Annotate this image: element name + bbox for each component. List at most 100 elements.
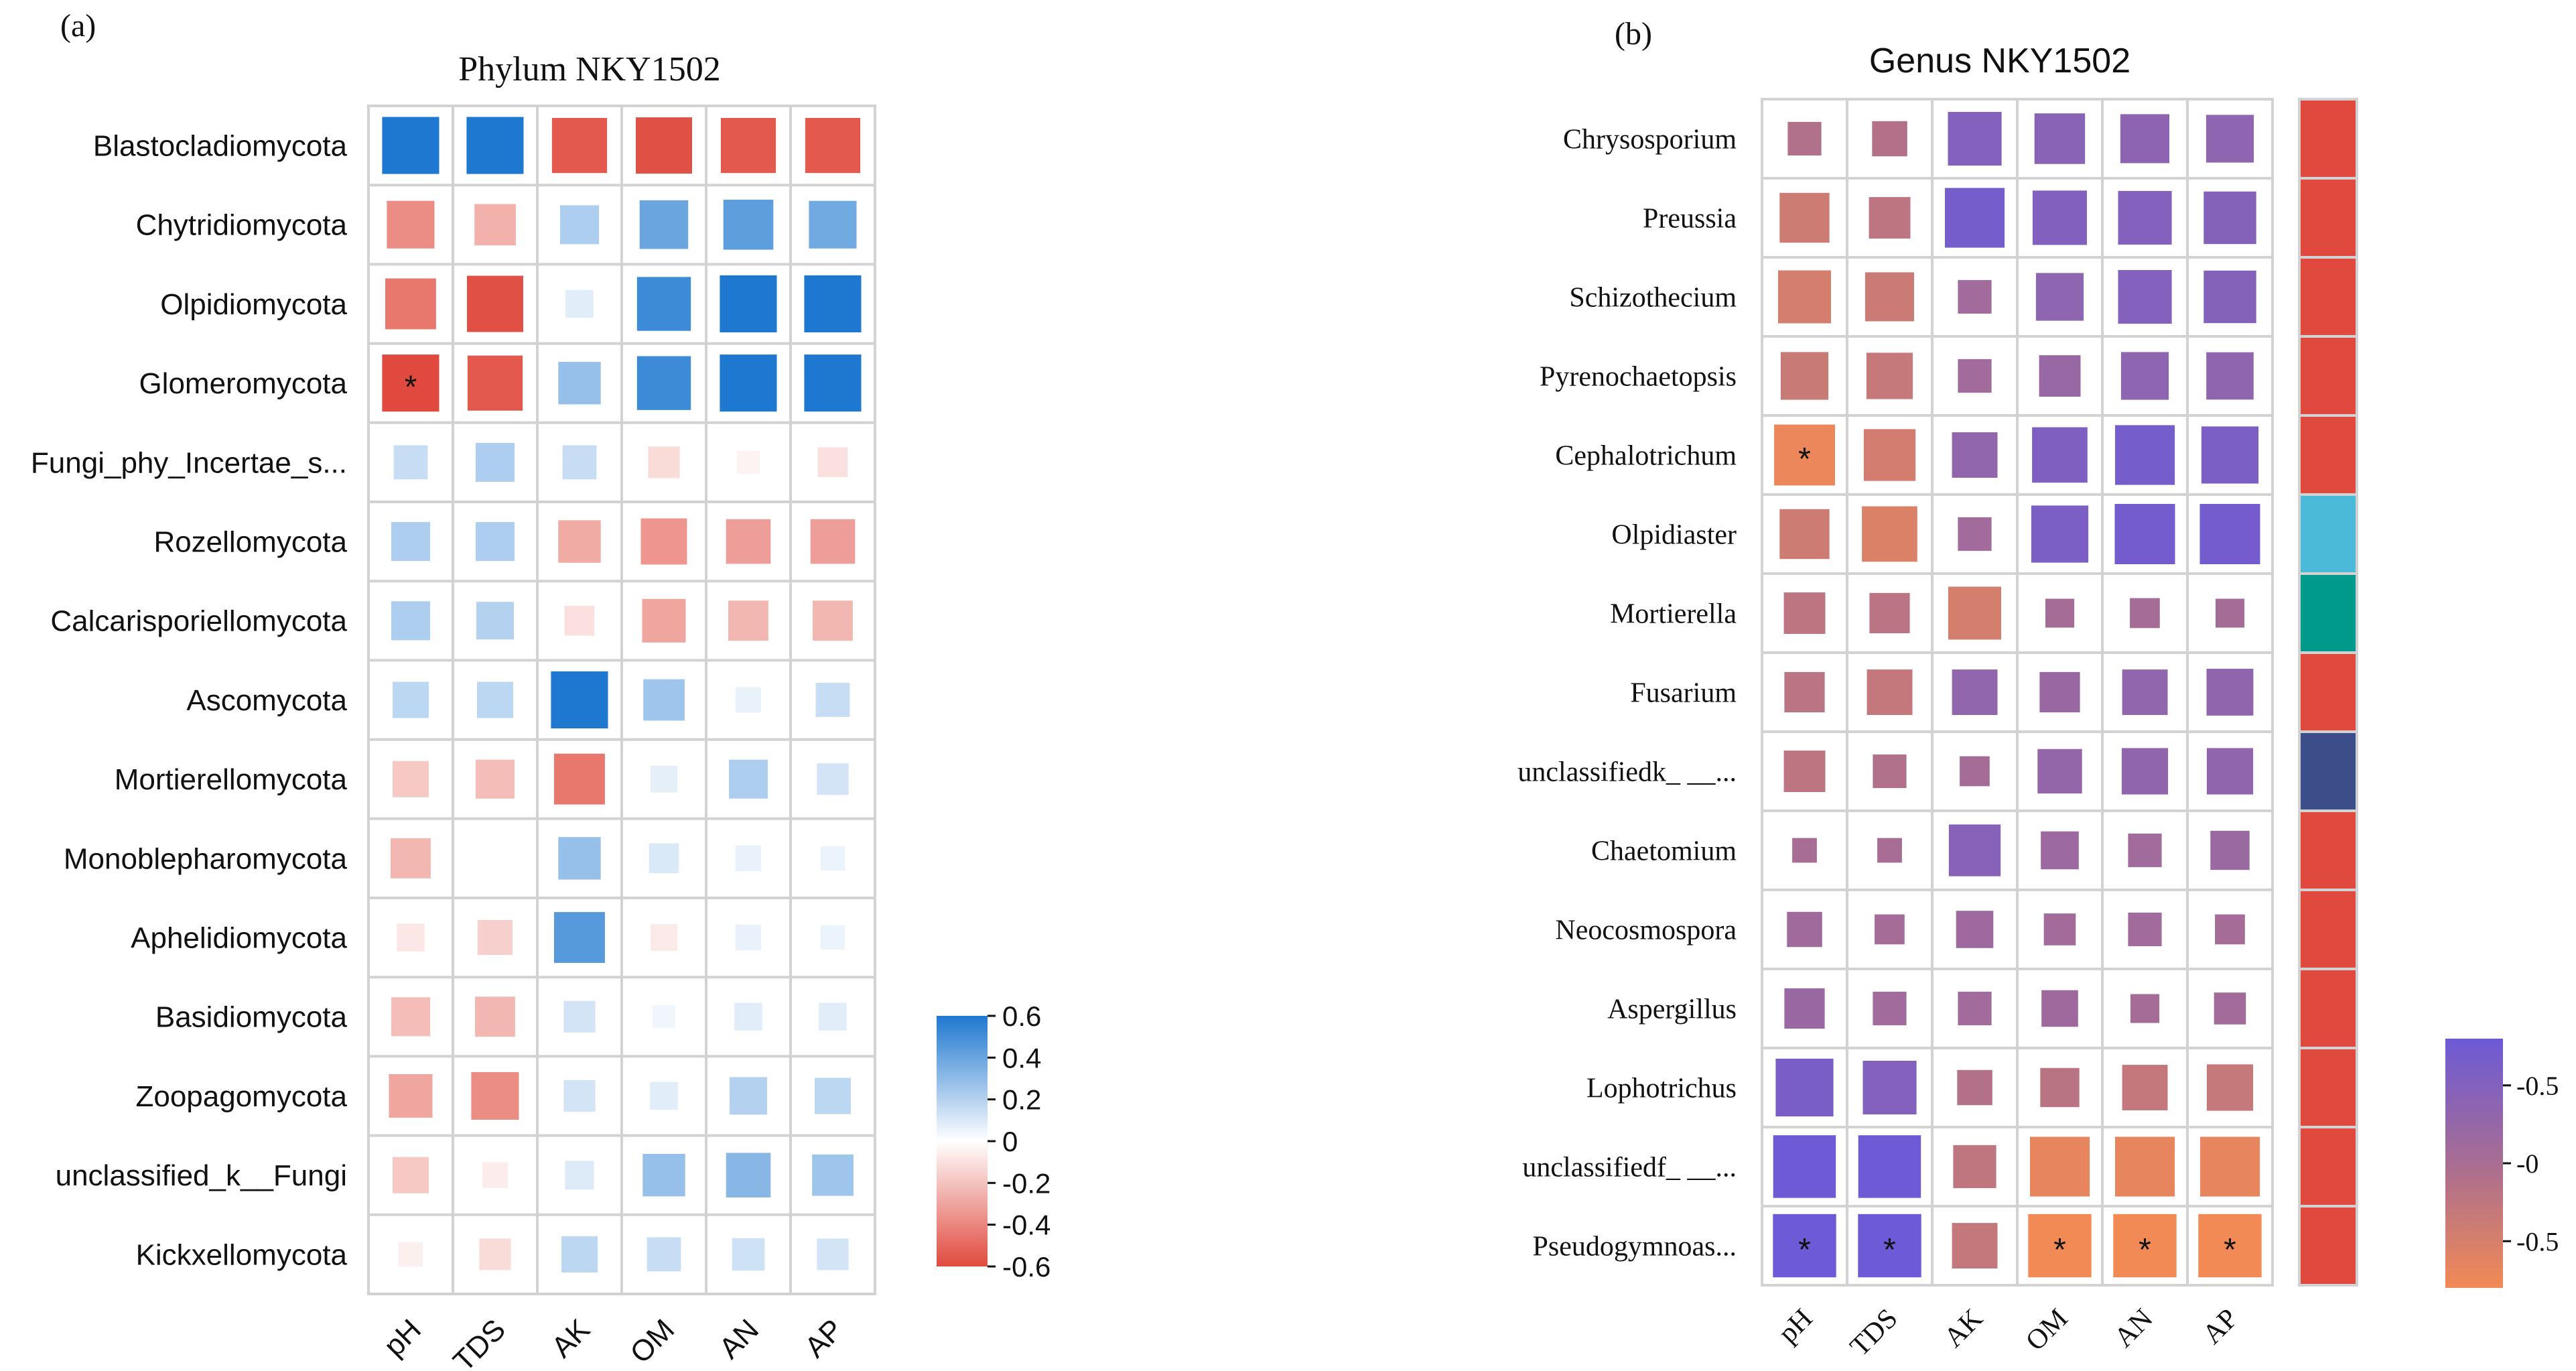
panel-b-cell-6-3: [1958, 517, 1992, 551]
panel-b-cell-7-4: [2045, 598, 2075, 628]
panel-a-cell-10-2: [489, 852, 501, 864]
panel-b-cell-15-2: [1858, 1214, 1921, 1278]
panel-b-annotation-cell-13: [2299, 1048, 2357, 1127]
panel-a-cell-6-6: [810, 519, 856, 564]
panel-b-colorbar-tick-label: -0.5: [2516, 1071, 2559, 1101]
panel-a-cell-9-3: [554, 753, 605, 805]
panel-b-annotation-cell-14: [2299, 1127, 2357, 1206]
panel-b-annotation-cell-6: [2299, 495, 2357, 574]
panel-a-row-label-15: Kickxellomycota: [136, 1238, 348, 1271]
panel-b-colorbar-tick-label: -0.5: [2516, 1226, 2559, 1256]
panel-a-cell-3-5: [720, 275, 777, 332]
panel-a-cell-4-4: [636, 356, 691, 410]
panel-a-cell-10-5: [735, 845, 762, 871]
panel-a-cell-8-1: [393, 681, 429, 718]
panel-b-annotation-cell-11: [2299, 890, 2357, 969]
panel-b-cell-7-6: [2216, 598, 2245, 628]
panel-b-cell-2-6: [2204, 191, 2256, 245]
panel-b-row-label-12: Aspergillus: [1607, 994, 1737, 1025]
panel-b-cell-7-3: [1948, 586, 2001, 640]
panel-a-cell-4-6: [804, 354, 862, 412]
panel-a-colorbar-tick-label: 0.6: [1002, 1000, 1041, 1032]
panel-a-cell-2-5: [723, 200, 774, 250]
panel-a-cell-15-5: [732, 1238, 765, 1271]
panel-b-row-label-4: Pyrenochaetopsis: [1540, 362, 1737, 393]
panel-b-cell-2-1: [1779, 192, 1830, 243]
panel-a-cell-12-5: [734, 1002, 762, 1031]
panel-b-annotation-cell-15: [2299, 1206, 2357, 1285]
panel-b-cell-9-4: [2037, 748, 2082, 794]
panel-a-cell-13-1: [389, 1074, 433, 1118]
panel-a-colorbar: 0.6 0.4 0.2 0 -0.2 -0.4 -0.6: [937, 1000, 1050, 1283]
panel-a-colorbar-tick-label: 0.2: [1002, 1084, 1041, 1116]
panel-a-cell-5-2: [476, 442, 515, 482]
panel-b-cell-14-1: [1773, 1135, 1836, 1198]
panel-a-cell-15-4: [647, 1237, 681, 1272]
panel-a-cell-1-6: [805, 118, 861, 174]
panel-a-cell-6-5: [726, 519, 771, 564]
panel-b-cell-12-5: [2130, 994, 2160, 1023]
panel-b-annotation-cell-10: [2299, 811, 2357, 890]
panel-b-significance-mark: *: [1883, 1232, 1896, 1268]
panel-b-genus: (b) Genus NKY1502 * * * * * * Chrysosporium Pr…: [1517, 16, 2559, 1362]
panel-b-cell-14-5: [2115, 1136, 2175, 1197]
panel-b-cell-15-3: [1952, 1223, 1998, 1268]
panel-b-cell-14-6: [2200, 1136, 2260, 1197]
panel-b-cell-13-4: [2040, 1067, 2080, 1108]
panel-a-row-label-3: Olpidiomycota: [160, 288, 347, 321]
panel-b-cell-12-4: [2041, 990, 2078, 1027]
panel-a-cell-12-3: [563, 1000, 596, 1033]
panel-a-row-label-12: Basidiomycota: [155, 1001, 348, 1034]
panel-b-colorbar-tick-label: -0: [2516, 1149, 2538, 1179]
panel-b-cell-8-6: [2206, 669, 2254, 716]
panel-a-row-label-2: Chytridiomycota: [136, 209, 348, 242]
panel-a-cell-1-4: [636, 117, 692, 174]
panel-a-cell-9-1: [393, 761, 429, 797]
panel-b-cell-3-3: [1958, 279, 1992, 314]
panel-b-cell-7-2: [1869, 592, 1910, 634]
panel-b-cell-6-6: [2199, 504, 2260, 564]
panel-b-cell-15-4: [2028, 1214, 2092, 1278]
panel-a-cell-11-1: [397, 923, 425, 952]
panel-a-cell-14-3: [565, 1161, 594, 1190]
panel-b-cell-5-1: [1774, 424, 1835, 486]
panel-b-annotation-cell-3: [2299, 257, 2357, 336]
panel-b-row-annotation: [2298, 98, 2358, 1287]
panel-b-cell-12-6: [2214, 992, 2246, 1025]
panel-a-cell-11-2: [478, 920, 513, 956]
panel-a-colorbar-tick-label: -0.6: [1002, 1251, 1050, 1283]
panel-b-row-label-9: unclassifiedk_ __...: [1517, 757, 1737, 788]
panel-b-cell-9-3: [1960, 756, 1990, 787]
panel-b-cell-9-2: [1873, 754, 1907, 789]
panel-b-cell-11-6: [2215, 914, 2245, 945]
panel-a-colorbar-tick-label: 0.4: [1002, 1042, 1041, 1073]
panel-b-annotation-cell-7: [2299, 574, 2357, 653]
panel-b-significance-mark: *: [2224, 1232, 2236, 1268]
panel-a-cell-10-1: [391, 838, 431, 878]
panel-a-significance-mark: *: [405, 370, 417, 405]
panel-b-cells: * * * * * *: [1773, 112, 2262, 1278]
panel-a-row-label-13: Zoopagomycota: [135, 1080, 347, 1113]
panel-a-cell-9-5: [729, 759, 768, 799]
panel-b-cell-2-5: [2118, 191, 2172, 245]
panel-b-row-label-10: Chaetomium: [1591, 836, 1737, 867]
panel-a-row-label-8: Ascomycota: [186, 684, 347, 717]
panel-b-significance-mark: *: [2053, 1232, 2066, 1268]
panel-b-cell-14-2: [1858, 1135, 1921, 1198]
panel-a-cell-11-3: [554, 912, 605, 963]
panel-a-cell-8-6: [815, 683, 850, 717]
panel-a-row-label-4: Glomeromycota: [139, 367, 347, 400]
panel-a-cell-15-2: [479, 1238, 511, 1270]
panel-b-cell-10-6: [2210, 830, 2250, 870]
panel-a-cell-15-1: [398, 1242, 423, 1266]
panel-b-cell-14-3: [1953, 1145, 1996, 1189]
panel-b-cell-1-4: [2034, 113, 2086, 164]
panel-b-title: Genus NKY1502: [1869, 42, 2130, 80]
panel-b-row-label-13: Lophotrichus: [1586, 1073, 1737, 1104]
panel-a-cell-15-3: [561, 1236, 598, 1272]
panel-a-cell-13-2: [471, 1071, 519, 1120]
panel-a-cell-7-1: [391, 601, 431, 641]
panel-a-cell-14-1: [393, 1157, 429, 1193]
panel-b-cell-14-4: [2030, 1136, 2090, 1197]
panel-a-cell-10-6: [820, 846, 845, 870]
